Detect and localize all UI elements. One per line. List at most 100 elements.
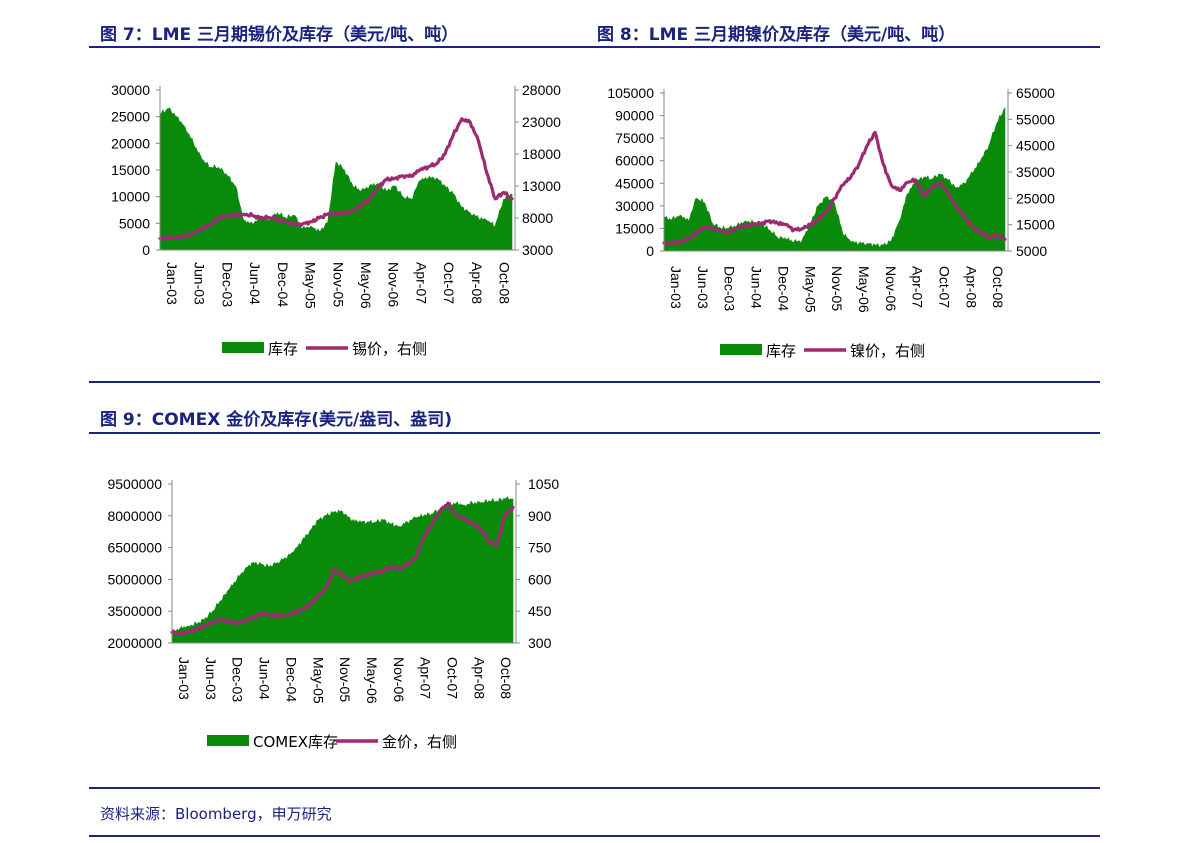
tin-right-tick-label: 28000 (522, 82, 561, 98)
tin-price-line (158, 117, 514, 241)
nickel-right-tick-label: 45000 (1016, 138, 1055, 154)
nickel-legend-stock-swatch (720, 344, 762, 355)
nickel-x-tick-label: Apr-07 (910, 266, 926, 308)
gold-x-tick-label: Oct-08 (498, 657, 514, 699)
nickel-x-tick-label: Apr-08 (963, 266, 979, 308)
tin-legend-stock-swatch (222, 342, 264, 353)
gold-x-tick-label: Dec-03 (230, 657, 246, 702)
nickel-right-tick-label: 55000 (1016, 111, 1055, 127)
nickel-x-tick-label: Jun-03 (695, 266, 711, 309)
nickel-x-tick-label: Dec-03 (722, 266, 738, 311)
nickel-legend-stock-label: 库存 (766, 342, 796, 360)
tin-x-tick-label: Jan-03 (164, 262, 180, 305)
gold-x-tick-label: Dec-04 (283, 657, 299, 702)
gold-x-tick-label: Oct-07 (445, 657, 461, 699)
nickel-right-tick-label: 35000 (1016, 164, 1055, 180)
nickel-x-tick-label: Dec-04 (775, 266, 791, 311)
tin-left-tick-label: 30000 (111, 82, 150, 98)
tin-x-tick-label: Jun-04 (247, 262, 263, 305)
nickel-legend-price-label: 镍价，右侧 (850, 342, 925, 360)
gold-right-tick-label: 1050 (528, 476, 559, 492)
nickel-right-tick-label: 25000 (1016, 190, 1055, 206)
nickel-x-tick-label: Jan-03 (668, 266, 684, 309)
source-note: 资料来源：Bloomberg，申万研究 (100, 805, 332, 823)
nickel-x-tick-label: Jun-04 (749, 266, 765, 309)
figure-7-title: 图 7：LME 三月期锡价及库存（美元/吨、吨） (100, 25, 459, 45)
gold-left-tick-label: 6500000 (107, 540, 162, 556)
nickel-right-tick-label: 65000 (1016, 85, 1055, 101)
gold-right-tick-label: 900 (528, 508, 552, 524)
nickel-right-tick-label: 5000 (1016, 243, 1047, 259)
tin-x-tick-label: May-06 (358, 262, 374, 309)
gold-right-tick-label: 600 (528, 571, 552, 587)
tin-x-tick-label: Apr-08 (469, 262, 485, 304)
bottom-rule-upper (89, 787, 1100, 789)
gold-left-tick-label: 9500000 (107, 476, 162, 492)
nickel-stock-area (663, 107, 1006, 252)
tin-left-tick-label: 15000 (111, 162, 150, 178)
nickel-x-tick-label: May-06 (856, 266, 872, 313)
nickel-price-line (662, 130, 1007, 246)
nickel-x-tick-label: May-05 (802, 266, 818, 313)
gold-x-tick-label: May-05 (310, 657, 326, 704)
nickel-x-tick-label: Nov-06 (883, 266, 899, 311)
gold-left-tick-label: 3500000 (107, 603, 162, 619)
nickel-left-tick-label: 105000 (607, 85, 654, 101)
tin-right-tick-label: 13000 (522, 178, 561, 194)
tin-x-tick-label: Jun-03 (192, 262, 208, 305)
figure-9-title: 图 9：COMEX 金价及库存(美元/盎司、盎司) (100, 410, 452, 430)
tin-right-tick-label: 3000 (522, 242, 553, 258)
tin-right-tick-label: 23000 (522, 114, 561, 130)
figure-8-title: 图 8：LME 三月期镍价及库存（美元/吨、吨） (597, 25, 956, 45)
tin-right-tick-label: 8000 (522, 210, 553, 226)
tin-left-tick-label: 25000 (111, 109, 150, 125)
bottom-rule-lower (89, 835, 1100, 837)
nickel-left-tick-label: 15000 (615, 220, 654, 236)
gold-left-tick-label: 8000000 (107, 508, 162, 524)
gold-legend-stock-swatch (207, 735, 249, 746)
tin-legend-stock-label: 库存 (268, 340, 298, 358)
middle-rule-upper (89, 381, 1100, 383)
nickel-left-tick-label: 0 (646, 243, 654, 259)
tin-x-tick-label: Apr-07 (413, 262, 429, 304)
gold-left-tick-label: 2000000 (107, 635, 162, 651)
tin-legend-price-label: 锡价，右侧 (352, 340, 427, 358)
gold-legend-stock-label: COMEX库存 (253, 733, 338, 751)
gold-x-tick-label: Jan-03 (176, 657, 192, 700)
tin-stock-area (159, 107, 513, 251)
nickel-x-tick-label: Nov-05 (829, 266, 845, 311)
tin-right-tick-label: 18000 (522, 146, 561, 162)
gold-price-line (170, 501, 515, 636)
gold-x-tick-label: Apr-07 (418, 657, 434, 699)
gold-x-tick-label: May-06 (364, 657, 380, 704)
gold-x-tick-label: Nov-05 (337, 657, 353, 702)
nickel-left-tick-label: 75000 (615, 130, 654, 146)
gold-x-tick-label: Apr-08 (471, 657, 487, 699)
tin-x-tick-label: Dec-03 (219, 262, 235, 307)
nickel-x-tick-label: Oct-08 (990, 266, 1006, 308)
gold-right-tick-label: 450 (528, 603, 552, 619)
gold-x-tick-label: Jun-04 (257, 657, 273, 700)
tin-x-tick-label: Dec-04 (275, 262, 291, 307)
tin-left-tick-label: 5000 (119, 215, 150, 231)
nickel-right-tick-label: 15000 (1016, 217, 1055, 233)
nickel-left-tick-label: 90000 (615, 108, 654, 124)
gold-x-tick-label: Jun-03 (203, 657, 219, 700)
gold-right-tick-label: 300 (528, 635, 552, 651)
gold-right-tick-label: 750 (528, 540, 552, 556)
nickel-left-tick-label: 45000 (615, 175, 654, 191)
gold-x-tick-label: Nov-06 (391, 657, 407, 702)
tin-x-tick-label: May-05 (303, 262, 319, 309)
top-rule (89, 46, 1100, 48)
tin-x-tick-label: Oct-07 (441, 262, 457, 304)
tin-left-tick-label: 10000 (111, 189, 150, 205)
tin-x-tick-label: Nov-05 (330, 262, 346, 307)
tin-left-tick-label: 0 (142, 242, 150, 258)
tin-x-tick-label: Oct-08 (497, 262, 513, 304)
gold-left-tick-label: 5000000 (107, 571, 162, 587)
nickel-left-tick-label: 30000 (615, 198, 654, 214)
tin-left-tick-label: 20000 (111, 135, 150, 151)
gold-legend-price-label: 金价，右侧 (382, 733, 457, 751)
